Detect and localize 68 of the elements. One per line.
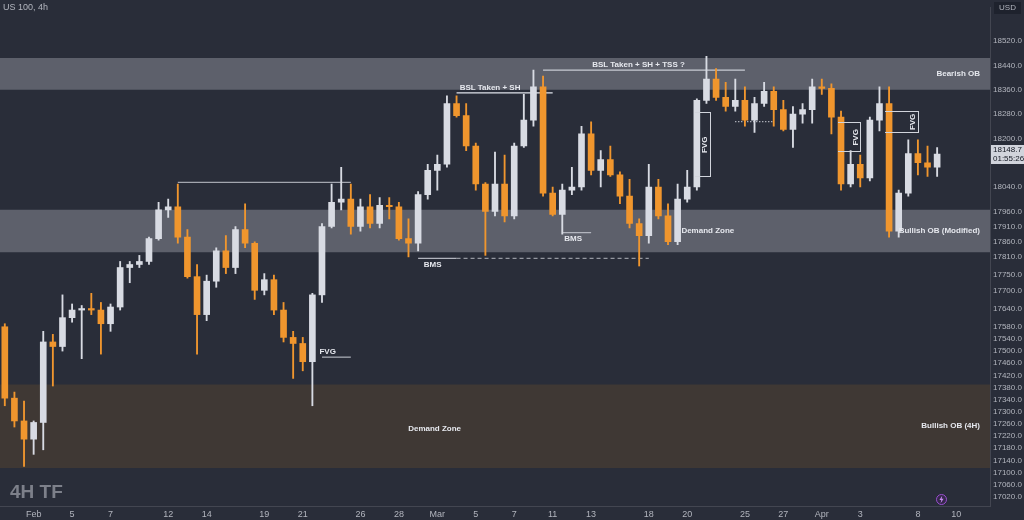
x-tick-label: 8 — [915, 508, 921, 519]
annotation: Demand Zone — [681, 225, 735, 235]
text: 4H TF — [10, 481, 63, 502]
y-tick-label: 17340.0 — [993, 394, 1023, 404]
annotation: 18148.7 — [993, 145, 1023, 155]
y-tick-label: 17700.0 — [993, 285, 1023, 295]
y-tick-label: 17640.0 — [993, 303, 1023, 313]
x-tick-label: 21 — [297, 508, 308, 519]
x-tick-label: 10 — [951, 508, 962, 519]
y-tick-label: 17180.0 — [993, 443, 1023, 453]
x-tick-label: 26 — [355, 508, 366, 519]
y-tick-label: 17140.0 — [993, 455, 1023, 465]
x-tick-label: 13 — [586, 508, 597, 519]
y-tick-label: 17750.0 — [993, 270, 1023, 280]
x-tick-label: 3 — [857, 508, 863, 519]
y-tick-label: 17540.0 — [993, 334, 1023, 344]
x-tick-label: 14 — [201, 508, 212, 519]
candlestick — [818, 78, 826, 95]
x-tick-label: 7 — [108, 508, 114, 519]
annotation: BMS — [564, 233, 583, 243]
x-tick-label: 7 — [511, 508, 517, 519]
annotation: BMS — [423, 259, 443, 269]
x-tick-label: Mar — [429, 508, 446, 519]
text: 01:55:26 — [993, 154, 1024, 164]
annotation: FVG — [319, 347, 336, 357]
x-tick-label: 25 — [739, 508, 750, 519]
y-tick-label: 18200.0 — [993, 133, 1023, 143]
y-tick-label: 17020.0 — [993, 492, 1023, 502]
y-tick-label: 17300.0 — [993, 407, 1023, 417]
x-tick-label: 20 — [682, 508, 693, 519]
x-tick-label: 18 — [643, 508, 654, 519]
band-label: Bearish OB — [936, 69, 981, 79]
y-tick-label: 17220.0 — [993, 431, 1023, 441]
annotation: FVG — [907, 113, 917, 131]
annotation: FVG — [850, 129, 860, 146]
y-axis-title: USD — [999, 3, 1017, 13]
x-tick-label: 5 — [69, 508, 75, 519]
y-tick-label: 17810.0 — [993, 252, 1023, 262]
y-tick-label: 17960.0 — [993, 206, 1023, 216]
y-tick-label: 18280.0 — [993, 109, 1023, 119]
x-tick-label: Feb — [25, 508, 42, 519]
y-tick-label: 17910.0 — [993, 221, 1023, 231]
y-tick-label: 18360.0 — [993, 85, 1023, 95]
y-tick-label: 17580.0 — [993, 321, 1023, 331]
y-tick-label: 17380.0 — [993, 382, 1023, 392]
band-label: Bullish OB (4H) — [921, 421, 981, 431]
x-tick-label: 5 — [473, 508, 479, 519]
x-tick-label: Apr — [814, 508, 829, 519]
y-tick-label: 17260.0 — [993, 419, 1023, 429]
annotation: FVG — [700, 136, 710, 154]
x-tick-label: 28 — [393, 508, 404, 519]
annotation: BSL Taken + SH + TSS ? — [592, 60, 685, 70]
x-tick-label: 19 — [259, 508, 270, 519]
y-tick-label: 18520.0 — [993, 36, 1023, 46]
chart-title: US 100, 4h — [3, 2, 49, 13]
y-tick-label: 17420.0 — [993, 370, 1023, 380]
y-tick-label: 17860.0 — [993, 236, 1023, 246]
y-tick-label: 18440.0 — [993, 60, 1023, 70]
annotation: Demand Zone — [408, 423, 462, 433]
x-tick-label: 12 — [163, 508, 174, 519]
y-tick-label: 17060.0 — [993, 479, 1023, 489]
y-tick-label: 17100.0 — [993, 467, 1023, 477]
y-tick-label: 17460.0 — [993, 358, 1023, 368]
x-tick-label: 11 — [548, 508, 558, 519]
annotation: BSL Taken + SH — [459, 83, 521, 93]
y-tick-label: 17500.0 — [993, 346, 1023, 356]
y-tick-label: 18040.0 — [993, 182, 1023, 192]
x-tick-label: 27 — [778, 508, 789, 519]
